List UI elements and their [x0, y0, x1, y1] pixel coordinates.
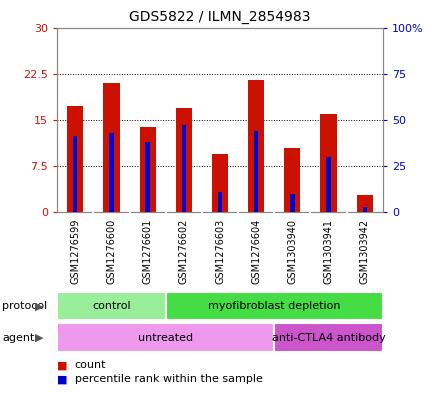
Text: ▶: ▶ [35, 332, 44, 343]
Bar [363, 207, 367, 212]
Text: percentile rank within the sample: percentile rank within the sample [75, 374, 263, 384]
Bar [248, 80, 264, 212]
Text: untreated: untreated [138, 332, 193, 343]
Bar [146, 142, 150, 212]
Bar [182, 125, 186, 212]
Text: GSM1303940: GSM1303940 [287, 219, 297, 283]
Bar [67, 107, 84, 212]
Bar [103, 83, 120, 212]
Text: GDS5822 / ILMN_2854983: GDS5822 / ILMN_2854983 [129, 10, 311, 24]
Text: count: count [75, 360, 106, 371]
Text: myofibroblast depletion: myofibroblast depletion [208, 301, 341, 311]
Bar [73, 136, 77, 212]
Text: GSM1276600: GSM1276600 [106, 219, 117, 284]
Text: ▶: ▶ [35, 301, 44, 311]
Bar [57, 292, 166, 320]
Text: GSM1276604: GSM1276604 [251, 219, 261, 284]
Bar [254, 131, 258, 212]
Bar [57, 323, 274, 352]
Text: anti-CTLA4 antibody: anti-CTLA4 antibody [271, 332, 385, 343]
Text: ■: ■ [57, 374, 68, 384]
Text: GSM1276601: GSM1276601 [143, 219, 153, 284]
Bar [320, 114, 337, 212]
Bar [274, 323, 383, 352]
Text: ■: ■ [57, 360, 68, 371]
Text: GSM1276602: GSM1276602 [179, 219, 189, 284]
Bar [212, 154, 228, 212]
Text: GSM1303942: GSM1303942 [360, 219, 370, 284]
Text: GSM1276599: GSM1276599 [70, 219, 80, 284]
Bar [109, 133, 114, 212]
Bar [218, 192, 222, 212]
Bar [166, 292, 383, 320]
Text: GSM1276603: GSM1276603 [215, 219, 225, 284]
Bar [139, 127, 156, 212]
Text: protocol: protocol [2, 301, 48, 311]
Bar [284, 147, 301, 212]
Bar [356, 195, 373, 212]
Bar [290, 194, 294, 212]
Text: control: control [92, 301, 131, 311]
Bar [176, 108, 192, 212]
Text: GSM1303941: GSM1303941 [323, 219, 334, 283]
Bar [326, 157, 331, 212]
Text: agent: agent [2, 332, 35, 343]
